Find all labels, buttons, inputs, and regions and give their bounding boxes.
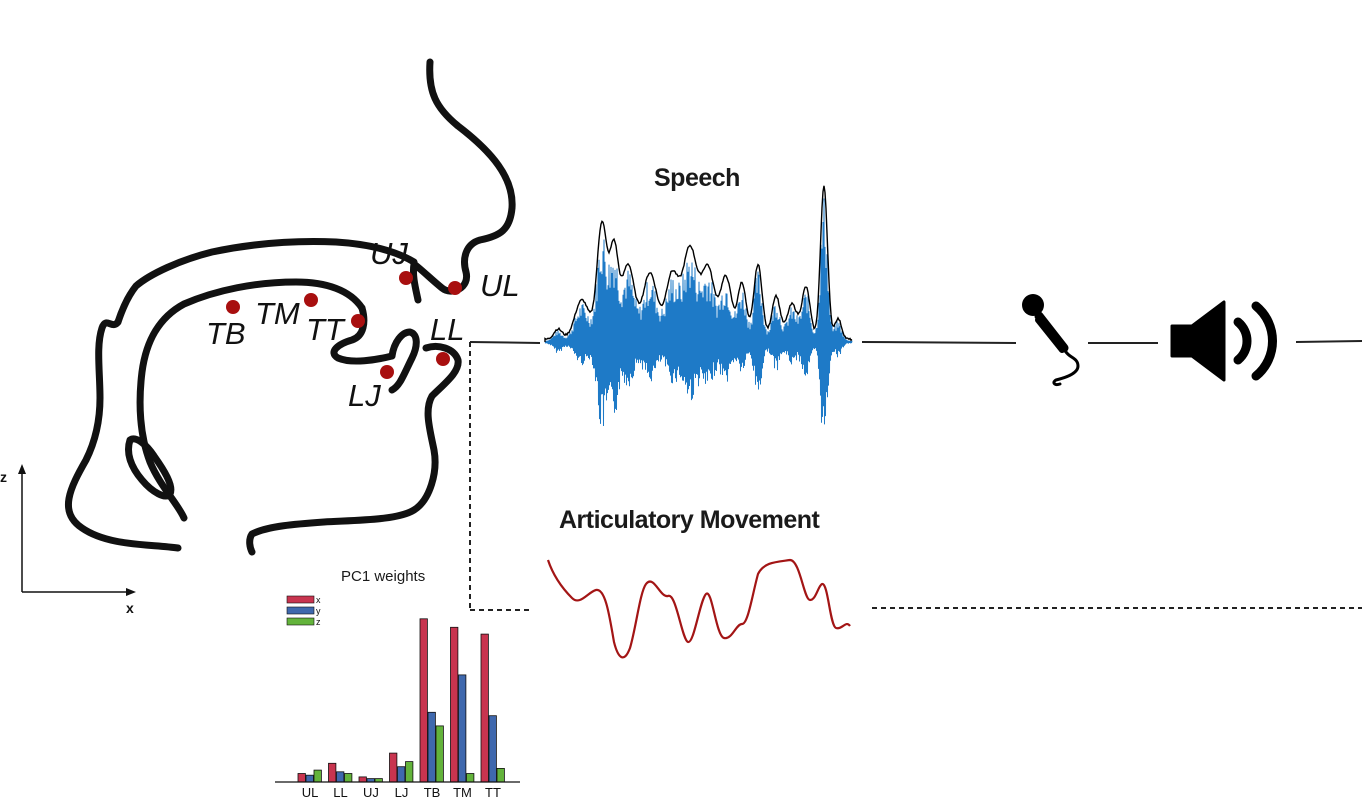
- legend-swatch-y: [286, 606, 315, 615]
- pharynx-back-outline: [64, 318, 182, 552]
- waveform-envelope: [544, 185, 853, 342]
- speech-connector-mid: [861, 341, 1017, 344]
- face-profile-outline: [410, 58, 516, 304]
- waveform-signal: [544, 198, 853, 427]
- articulatory-movement-title: Articulatory Movement: [559, 506, 820, 534]
- bar-chart-bars: [297, 618, 505, 783]
- bar-tick-label-tm: TM: [453, 785, 472, 799]
- z-axis-arrowhead: [18, 464, 26, 474]
- bar-ul-z: [313, 769, 322, 783]
- bar-tt-x: [480, 633, 489, 783]
- speaker-icon: [1170, 300, 1277, 382]
- legend-swatch-z: [286, 617, 315, 626]
- bar-ul-x: [297, 773, 306, 783]
- bar-lj-y: [397, 766, 406, 783]
- x-axis-arrowhead: [126, 588, 136, 596]
- bar-tick-label-ul: UL: [302, 785, 319, 799]
- bar-ll-x: [328, 762, 337, 783]
- bar-lj-z: [405, 761, 414, 783]
- bar-tm-x: [450, 626, 459, 783]
- sensor-dot-ul: [448, 281, 462, 295]
- legend-swatch-x: [286, 595, 315, 604]
- speech-title: Speech: [654, 164, 740, 192]
- bar-tm-z: [466, 773, 475, 783]
- sensor-dot-uj: [399, 271, 413, 285]
- sensor-dot-tm: [304, 293, 318, 307]
- palate-upper-outline: [114, 237, 418, 326]
- sensor-labels: UJ UL TB TM TT LL LJ: [206, 236, 520, 413]
- bar-ul-y: [305, 774, 314, 783]
- speech-connector-right: [1295, 340, 1363, 343]
- bar-ll-z: [344, 773, 353, 783]
- x-axis-label: x: [126, 600, 134, 616]
- bar-tick-label-tt: TT: [485, 785, 501, 799]
- sensor-label-tb: TB: [206, 316, 246, 351]
- bar-tb-z: [435, 725, 444, 783]
- sensor-label-tm: TM: [255, 296, 300, 331]
- sensor-dots: [226, 271, 462, 379]
- pc1-weights-title: PC1 weights: [341, 568, 426, 585]
- bar-tt-z: [496, 768, 505, 783]
- bar-tick-label-lj: LJ: [395, 785, 409, 799]
- speech-connector-left: [469, 341, 541, 344]
- legend-label-z: z: [316, 617, 321, 627]
- bar-tick-label-tb: TB: [424, 785, 441, 799]
- tongue-outline: [136, 278, 366, 522]
- bar-ll-y: [336, 771, 345, 783]
- epiglottis-outline: [125, 435, 175, 500]
- sensor-label-ll: LL: [430, 312, 464, 347]
- bar-tick-label-uj: UJ: [363, 785, 379, 799]
- bar-tick-label-ll: LL: [333, 785, 347, 799]
- bar-tt-y: [488, 715, 497, 783]
- sensor-label-lj: LJ: [348, 378, 381, 413]
- vocal-tract-drawing: [64, 58, 516, 556]
- z-axis-label: z: [0, 469, 7, 485]
- articulatory-movement-trace: [546, 558, 851, 659]
- legend-label-y: y: [316, 606, 321, 616]
- sensor-dot-tb: [226, 300, 240, 314]
- axis-indicator: [18, 464, 136, 596]
- bar-uj-x: [358, 776, 367, 783]
- sensor-label-uj: UJ: [370, 236, 408, 271]
- bar-lj-x: [389, 752, 398, 783]
- bar-tb-y: [427, 711, 436, 783]
- microphone-icon: [1022, 294, 1080, 386]
- sensor-dot-tt: [351, 314, 365, 328]
- pc1-bar-chart: xyz UL LL UJ LJ TB TM TT: [275, 595, 520, 800]
- bar-chart-tick-labels: UL LL UJ LJ TB TM TT: [302, 785, 501, 800]
- legend-label-x: x: [316, 595, 321, 605]
- chin-outline: [246, 343, 462, 556]
- lower-lip-outline: [388, 328, 420, 394]
- sensor-dot-ll: [436, 352, 450, 366]
- sensor-label-ul: UL: [480, 268, 520, 303]
- bar-tb-x: [419, 618, 428, 783]
- tongue-tip-outline: [330, 304, 396, 365]
- speech-waveform: [544, 185, 853, 427]
- sensor-label-tt: TT: [306, 312, 346, 347]
- bar-tm-y: [458, 674, 467, 783]
- sensor-dot-lj: [380, 365, 394, 379]
- connectors: [469, 340, 1363, 611]
- bar-chart-legend: xyz: [286, 595, 321, 627]
